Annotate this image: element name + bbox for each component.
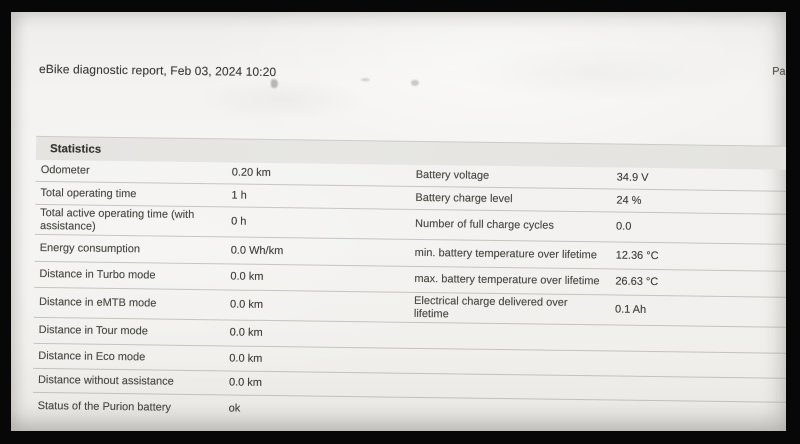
paper-document: eBike diagnostic report, Feb 03, 2024 10… — [11, 12, 786, 431]
stat-label: Distance without assistance — [37, 374, 174, 389]
stat-value: 0.1 Ah — [614, 303, 647, 317]
stat-value: 0.0 km — [230, 270, 264, 284]
stat-label — [409, 333, 611, 340]
stat-label: min. battery temperature over lifetime — [414, 246, 597, 262]
stat-value: 1 h — [231, 189, 247, 202]
stat-label — [408, 383, 610, 390]
stat-label: Total operating time — [40, 186, 137, 201]
statistics-table: Statistics Odometer 0.20 km Battery volt… — [32, 135, 786, 429]
stat-label: Total active operating time (with assist… — [39, 206, 195, 233]
stat-value — [610, 361, 786, 367]
stat-value: 34.9 V — [616, 171, 649, 185]
stat-label: max. battery temperature over lifetime — [414, 273, 600, 288]
dust-speck — [360, 78, 370, 82]
stat-value — [610, 386, 786, 392]
stat-value: 0.0 — [615, 220, 632, 233]
stat-value: 0.0 km — [228, 376, 263, 390]
stat-label: Number of full charge cycles — [415, 218, 554, 232]
stat-label: Distance in Turbo mode — [39, 268, 156, 282]
stat-value — [611, 336, 786, 342]
stat-value: 0.0 km — [229, 298, 264, 312]
stat-value: 0.0 Wh/km — [230, 244, 284, 257]
stat-value: 0.0 km — [229, 352, 263, 365]
stat-label: Distance in eMTB mode — [38, 296, 157, 310]
stat-label: Distance in Eco mode — [38, 349, 146, 364]
stat-label: Status of the Purion battery — [37, 399, 172, 414]
stat-label: Odometer — [40, 164, 90, 177]
report-content: eBike diagnostic report, Feb 03, 2024 10… — [11, 12, 786, 431]
dust-speck — [270, 79, 278, 89]
stat-value: ok — [228, 402, 241, 415]
stat-value: 24 % — [616, 194, 642, 207]
stat-label: Battery voltage — [415, 169, 490, 183]
page-indicator: Pa — [772, 65, 786, 78]
stat-value — [610, 411, 786, 417]
stat-value: 0.0 km — [229, 326, 263, 340]
stat-label: Energy consumption — [39, 241, 141, 256]
stat-value: 0.20 km — [231, 166, 271, 180]
dust-speck — [410, 79, 419, 86]
stat-label: Distance in Tour mode — [38, 324, 148, 338]
stat-label: Battery charge level — [415, 191, 513, 205]
stat-value: 12.36 °C — [615, 249, 659, 262]
stat-label: Electrical charge delivered over lifetim… — [413, 294, 568, 320]
stat-value: 0 h — [231, 215, 247, 228]
report-title: eBike diagnostic report, Feb 03, 2024 10… — [38, 61, 277, 80]
section-title: Statistics — [49, 142, 102, 156]
stat-value: 26.63 °C — [615, 275, 659, 289]
stat-label — [408, 409, 610, 416]
stat-label — [408, 359, 610, 366]
